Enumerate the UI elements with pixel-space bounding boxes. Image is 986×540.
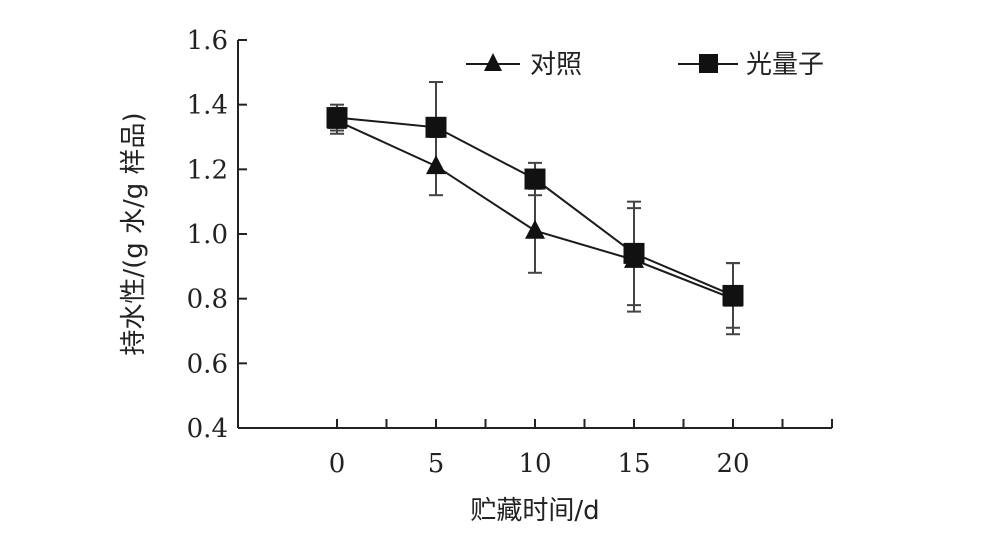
y-tick-label: 1.0 [187, 220, 228, 250]
data-point-triangle [426, 155, 446, 175]
x-tick-label: 0 [329, 449, 346, 479]
y-tick-label: 1.2 [187, 155, 228, 185]
y-tick-label: 0.4 [187, 414, 228, 444]
legend-marker-square [699, 54, 718, 73]
legend-marker-triangle [484, 53, 502, 71]
y-axis-title: 持水性/(g 水/g 样品) [119, 112, 149, 355]
error-bars [330, 81, 740, 336]
y-tick-label: 1.6 [187, 26, 228, 56]
x-tick-label: 20 [716, 449, 749, 479]
data-point-square [722, 284, 744, 306]
legend-label-quantum: 光量子 [746, 50, 824, 80]
data-point-square [425, 116, 447, 138]
y-tick-label: 1.4 [187, 91, 228, 121]
y-tick-label: 0.8 [187, 285, 228, 315]
legend: 对照 光量子 [466, 50, 824, 80]
x-ticks: 0 5 10 15 20 [329, 419, 833, 479]
x-tick-label: 15 [617, 449, 650, 479]
data-point-triangle [525, 219, 545, 239]
x-tick-label: 5 [428, 449, 445, 479]
y-tick-label: 0.6 [187, 349, 228, 379]
data-point-square [326, 107, 348, 129]
series-markers [326, 107, 744, 307]
data-point-square [524, 168, 546, 190]
x-axis-title: 贮藏时间/d [470, 496, 599, 526]
data-point-square [623, 242, 645, 264]
x-tick-label: 10 [518, 449, 551, 479]
y-ticks: 0.4 0.6 0.8 1.0 1.2 1.4 1.6 [187, 26, 247, 444]
legend-label-control: 对照 [530, 50, 582, 80]
